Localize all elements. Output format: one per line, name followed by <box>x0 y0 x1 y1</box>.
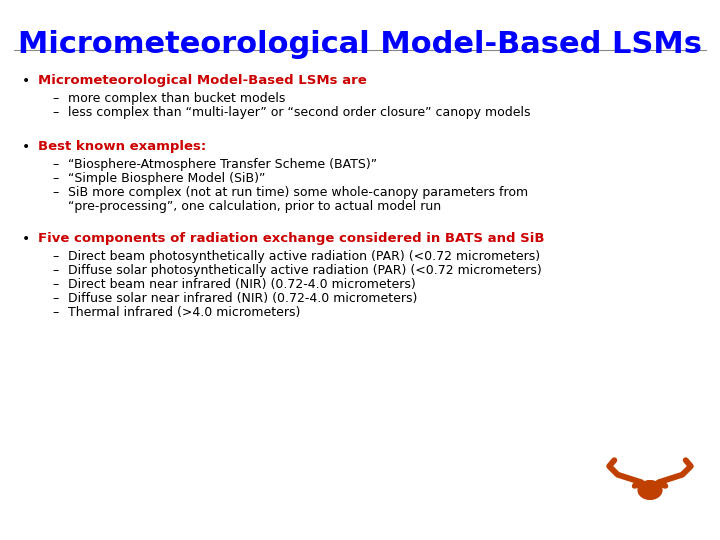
Ellipse shape <box>660 482 667 488</box>
Text: Five components of radiation exchange considered in BATS and SiB: Five components of radiation exchange co… <box>38 232 544 245</box>
Text: Thermal infrared (>4.0 micrometers): Thermal infrared (>4.0 micrometers) <box>68 306 300 319</box>
Text: Direct beam near infrared (NIR) (0.72-4.0 micrometers): Direct beam near infrared (NIR) (0.72-4.… <box>68 278 415 291</box>
Text: “Biosphere-Atmosphere Transfer Scheme (BATS)”: “Biosphere-Atmosphere Transfer Scheme (B… <box>68 158 377 171</box>
Text: less complex than “multi-layer” or “second order closure” canopy models: less complex than “multi-layer” or “seco… <box>68 106 531 119</box>
Text: more complex than bucket models: more complex than bucket models <box>68 92 285 105</box>
Text: –: – <box>52 172 58 185</box>
Text: –: – <box>52 92 58 105</box>
Ellipse shape <box>642 490 657 498</box>
Text: Diffuse solar photosynthetically active radiation (PAR) (<0.72 micrometers): Diffuse solar photosynthetically active … <box>68 264 541 277</box>
Text: –: – <box>52 106 58 119</box>
Text: –: – <box>52 186 58 199</box>
Text: Micrometeorological Model-Based LSMs are: Micrometeorological Model-Based LSMs are <box>38 74 366 87</box>
Text: SiB more complex (not at run time) some whole-canopy parameters from: SiB more complex (not at run time) some … <box>68 186 528 199</box>
Text: –: – <box>52 292 58 305</box>
Text: Diffuse solar near infrared (NIR) (0.72-4.0 micrometers): Diffuse solar near infrared (NIR) (0.72-… <box>68 292 418 305</box>
Text: –: – <box>52 264 58 277</box>
Ellipse shape <box>638 481 662 500</box>
Text: •: • <box>22 74 30 88</box>
Text: Best known examples:: Best known examples: <box>38 140 206 153</box>
Text: –: – <box>52 250 58 263</box>
Text: –: – <box>52 158 58 171</box>
Text: –: – <box>52 278 58 291</box>
Text: “pre-processing”, one calculation, prior to actual model run: “pre-processing”, one calculation, prior… <box>68 200 441 213</box>
Text: Micrometeorological Model-Based LSMs: Micrometeorological Model-Based LSMs <box>18 30 702 59</box>
Text: •: • <box>22 140 30 154</box>
Text: –: – <box>52 306 58 319</box>
Text: Direct beam photosynthetically active radiation (PAR) (<0.72 micrometers): Direct beam photosynthetically active ra… <box>68 250 540 263</box>
Text: “Simple Biosphere Model (SiB)”: “Simple Biosphere Model (SiB)” <box>68 172 266 185</box>
Ellipse shape <box>632 482 640 488</box>
Text: •: • <box>22 232 30 246</box>
